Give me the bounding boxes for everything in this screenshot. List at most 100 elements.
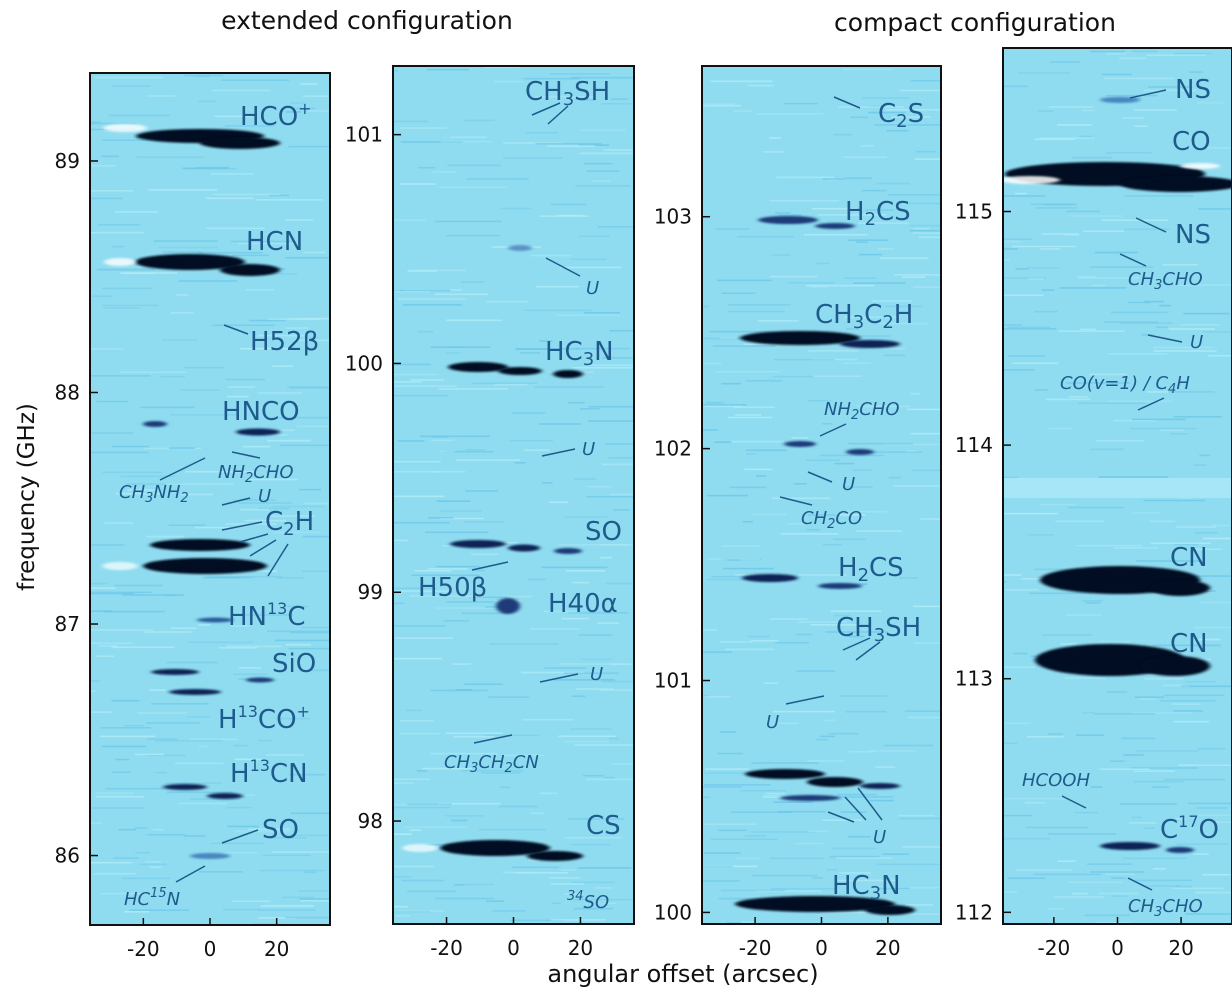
noise-streak [258,739,272,742]
noise-streak [762,151,785,153]
noise-streak [138,863,167,866]
noise-streak [745,380,783,382]
noise-streak [1174,52,1212,55]
noise-streak [798,574,847,576]
noise-streak [913,286,941,288]
noise-streak [912,232,941,234]
noise-streak [1017,72,1071,74]
noise-streak [149,866,162,869]
noise-streak [145,861,161,863]
noise-streak [221,79,290,81]
noise-streak [575,185,631,187]
label-nh2cho: NH2CHO [218,462,294,486]
noise-streak [290,631,330,634]
noise-streak [101,287,152,290]
noise-streak [564,893,583,895]
noise-streak [90,629,154,631]
noise-streak [777,810,826,813]
noise-streak [773,375,814,378]
noise-streak [1065,614,1102,616]
noise-streak [1030,203,1074,206]
noise-streak [1207,147,1232,149]
noise-streak [232,254,269,257]
noise-streak [735,414,762,416]
noise-streak [393,373,439,376]
emission-c17o [1100,842,1160,850]
noise-streak [578,634,613,636]
noise-streak [299,669,330,672]
noise-streak [857,405,910,408]
noise-streak [1106,52,1127,55]
noise-streak [1211,821,1232,823]
noise-streak [259,909,316,911]
noise-streak [248,828,291,831]
noise-streak [124,910,149,913]
leader [857,787,883,821]
noise-streak [702,151,703,154]
noise-streak [867,111,906,114]
noise-streak [1005,589,1039,591]
noise-streak [719,337,737,339]
noise-streak [96,400,129,403]
noise-streak [583,311,621,314]
noise-streak [102,304,159,307]
leader [1119,253,1147,267]
noise-streak [1003,574,1022,576]
noise-streak [431,439,455,442]
noise-streak [271,505,326,508]
noise-streak [1134,109,1177,111]
noise-streak [278,717,311,720]
noise-streak [1162,684,1182,687]
emission-ch3c2h-b [840,340,900,348]
noise-streak [1068,881,1123,884]
noise-streak [571,881,615,884]
noise-streak [90,861,133,864]
label-ch3nh2: CH3NH2 [119,482,189,506]
x-tick-label: 20 [875,936,900,960]
noise-streak [1003,512,1059,515]
noise-streak [1095,440,1145,442]
label-u: U [258,486,271,507]
noise-streak [805,459,841,462]
noise-streak [1003,666,1036,669]
noise-streak [436,500,471,502]
noise-streak [113,857,139,859]
noise-streak [90,121,101,123]
emission-layer [735,216,915,915]
noise-streak [165,594,178,597]
noise-streak [480,772,521,774]
noise-streak [520,352,540,354]
noise-streak [808,830,830,833]
noise-streak [553,679,615,681]
noise-streak [869,799,894,802]
extended-configuration-title: extended configuration [221,6,513,35]
noise-streak [492,910,526,912]
noise-streak [899,817,941,820]
noise-streak [393,394,448,397]
noise-streak [234,830,290,833]
noise-streak [108,114,170,117]
noise-streak [1194,575,1232,577]
noise-streak [445,732,503,734]
noise-streak [842,362,871,364]
noise-streak [400,719,434,722]
noise-streak [1192,853,1209,855]
noise-streak [907,716,941,719]
noise-streak [839,695,888,697]
noise-streak [1003,837,1051,840]
emission-hc3n-b [498,367,542,375]
noise-streak [582,774,605,777]
noise-streak [393,290,430,293]
noise-streak [1124,228,1170,230]
noise-streak [90,587,116,589]
noise-streak [299,488,322,491]
noise-streak [393,385,457,387]
noise-streak [468,596,507,599]
noise-streak [587,485,612,488]
emission-h2cs-a [758,216,818,224]
noise-streak [762,794,787,797]
noise-streak [825,631,888,633]
noise-streak [862,189,887,192]
noise-streak [719,641,752,643]
noise-streak [795,633,813,636]
